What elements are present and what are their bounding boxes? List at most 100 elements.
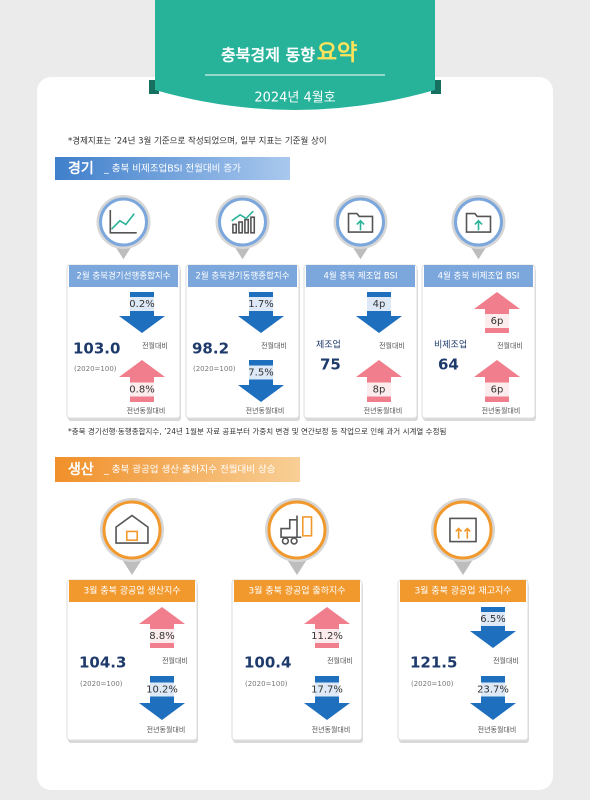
value-badge [125, 297, 159, 311]
card-header [234, 580, 360, 602]
card-header [69, 265, 178, 287]
change-value: 23.7% [477, 685, 509, 696]
change-label: 전월대비 [142, 341, 168, 350]
card-header [400, 580, 526, 602]
icon-glyph [474, 219, 483, 231]
section-summary: _ 충북 광공업 생산·출하지수 전월대비 상승 [103, 464, 276, 476]
card-title: 2월 충북경기동행종합지수 [195, 271, 289, 282]
card-value: 100.4 [244, 654, 291, 672]
change-label: 전월대비 [493, 656, 519, 665]
value-badge [362, 382, 396, 397]
card-header [424, 265, 533, 287]
value-badge [244, 365, 278, 380]
change-label: 전년동월대비 [246, 406, 285, 415]
card-value: 98.2 [192, 340, 229, 358]
card-value: 75 [320, 356, 341, 374]
card-title: 4월 충북 비제조업 BSI [438, 271, 520, 282]
icon-glyph [232, 223, 238, 234]
change-label: 전년동월대비 [127, 406, 166, 415]
card-base: (2020=100) [193, 365, 236, 373]
card-base: (2020=100) [74, 365, 117, 373]
card-base: (2020=100) [411, 680, 454, 688]
section-label: 생산 [68, 461, 94, 478]
value-badge [476, 612, 510, 626]
change-label: 전년동월대비 [147, 725, 186, 734]
note: *경제지표는 ’24년 3월 기준으로 작성되었으며, 일부 지표는 기준월 상… [68, 136, 327, 147]
banner-tab [431, 80, 441, 94]
value-badge [480, 314, 514, 328]
footnote: *충북 경기선행·동행종합지수, ’24년 1월분 자료 공표부터 가중치 변경… [68, 426, 446, 436]
value-badge [310, 682, 344, 697]
change-label: 전년동월대비 [482, 406, 521, 415]
change-value: 7.5% [248, 368, 273, 379]
icon-glyph [250, 216, 256, 234]
icon-inner [102, 500, 162, 560]
change-value: 0.2% [129, 299, 154, 310]
change-value: 6p [491, 385, 504, 396]
icon-glyph [465, 212, 492, 233]
icon-glyph [290, 537, 298, 545]
icon-glyph [347, 212, 374, 233]
title-banner [155, 0, 435, 110]
card-value: 64 [438, 356, 459, 374]
value-badge [480, 382, 514, 397]
banner-tab [149, 80, 159, 94]
icon-glyph [455, 527, 471, 539]
section-banner [55, 457, 300, 482]
icon-glyph [115, 514, 149, 544]
icon-glyph [110, 213, 135, 230]
change-label: 전월대비 [497, 341, 523, 350]
title: 충북경제 동향 [221, 46, 315, 65]
change-label: 전년동월대비 [312, 725, 351, 734]
card-value: 103.0 [73, 340, 120, 358]
change-label: 전월대비 [162, 656, 188, 665]
section-summary: _ 충북 비제조업BSI 전월대비 증가 [103, 163, 241, 175]
change-value: 11.2% [311, 631, 343, 642]
change-value: 8p [373, 385, 386, 396]
icon-glyph [231, 210, 254, 222]
change-label: 전년동월대비 [478, 725, 517, 734]
card-sublabel: 제조업 [316, 340, 341, 351]
card-title: 4월 충북 제조업 BSI [323, 271, 397, 282]
value-badge [145, 682, 179, 697]
change-value: 4p [373, 299, 386, 310]
card-header [188, 265, 297, 287]
change-value: 1.7% [248, 299, 273, 310]
title-accent: 요약 [317, 41, 357, 66]
icon-glyph [244, 218, 250, 234]
card-title: 3월 충북 광공업 생산지수 [83, 585, 180, 597]
card-title: 2월 충북경기선행종합지수 [76, 271, 170, 282]
icon-glyph [301, 516, 313, 537]
value-badge [476, 682, 510, 697]
card-base: (2020=100) [245, 680, 288, 688]
change-value: 6.5% [480, 614, 505, 625]
icon-glyph [109, 210, 137, 234]
change-label: 전월대비 [261, 341, 287, 350]
icon-glyph [125, 530, 139, 541]
section-label: 경기 [68, 160, 94, 177]
card-value: 121.5 [410, 654, 457, 672]
value-badge [244, 297, 278, 311]
icon-glyph [356, 219, 365, 231]
card-header [306, 265, 415, 287]
card-title: 3월 충북 광공업 재고지수 [414, 585, 511, 597]
change-label: 전월대비 [379, 341, 405, 350]
change-value: 10.2% [146, 685, 178, 696]
icon-inner [99, 197, 148, 247]
icon-inner [433, 500, 493, 560]
issue: 2024년 4월호 [254, 91, 335, 106]
card-header [69, 580, 195, 602]
icon-glyph [280, 515, 302, 539]
value-badge [362, 297, 396, 311]
value-badge [145, 629, 179, 643]
section-banner [55, 157, 290, 180]
card-title: 3월 충북 광공업 출하지수 [248, 585, 345, 597]
change-value: 17.7% [311, 685, 343, 696]
icon-glyph [238, 221, 244, 234]
value-badge [125, 382, 159, 397]
change-value: 6p [491, 316, 504, 327]
card-sublabel: 비제조업 [434, 340, 467, 351]
value-badge [310, 629, 344, 643]
